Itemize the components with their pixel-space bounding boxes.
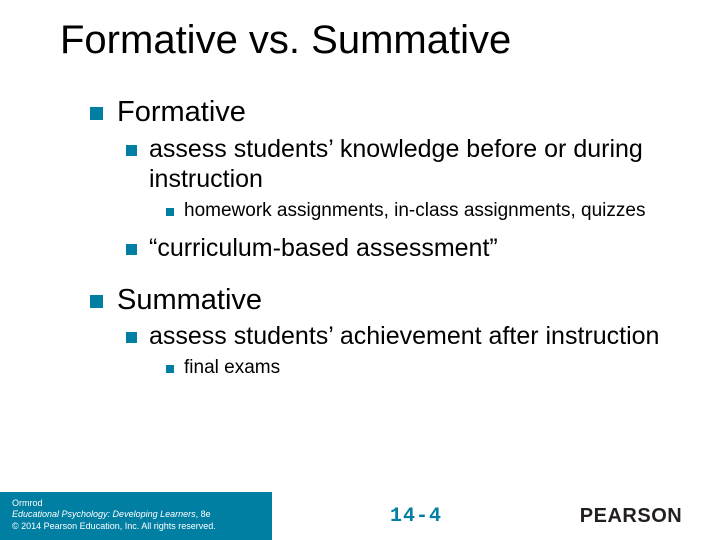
bullet-level2: “curriculum-based assessment”: [126, 233, 680, 263]
square-bullet-icon: [90, 107, 103, 120]
square-bullet-icon: [166, 365, 174, 373]
slide: Formative vs. Summative Formative assess…: [0, 0, 720, 540]
bullet-level2: assess students’ knowledge before or dur…: [126, 134, 680, 194]
bullet-level3: final exams: [166, 357, 680, 380]
bullet-level1: Formative: [90, 95, 680, 130]
slide-number: 14-4: [272, 505, 560, 528]
bullet-text: Summative: [117, 283, 262, 318]
bullet-text: assess students’ knowledge before or dur…: [149, 134, 680, 194]
footer-attribution: Ormrod Educational Psychology: Developin…: [0, 492, 272, 540]
footer-book: Educational Psychology: Developing Learn…: [12, 509, 196, 519]
square-bullet-icon: [90, 295, 103, 308]
bullet-level2: assess students’ achievement after instr…: [126, 321, 680, 351]
footer-edition: , 8e: [196, 509, 211, 519]
bullet-text: Formative: [117, 95, 246, 130]
bullet-text: “curriculum-based assessment”: [149, 233, 498, 263]
bullet-text: homework assignments, in-class assignmen…: [184, 200, 645, 223]
square-bullet-icon: [126, 145, 137, 156]
footer-author: Ormrod: [12, 498, 256, 509]
footer-book-line: Educational Psychology: Developing Learn…: [12, 509, 256, 520]
brand-logo: PEARSON: [560, 505, 720, 528]
bullet-text: final exams: [184, 357, 280, 380]
content-area: Formative assess students’ knowledge bef…: [90, 95, 680, 384]
bullet-text: assess students’ achievement after instr…: [149, 321, 659, 351]
square-bullet-icon: [166, 208, 174, 216]
footer: Ormrod Educational Psychology: Developin…: [0, 492, 720, 540]
footer-copyright: © 2014 Pearson Education, Inc. All right…: [12, 521, 256, 532]
square-bullet-icon: [126, 244, 137, 255]
square-bullet-icon: [126, 332, 137, 343]
bullet-level3: homework assignments, in-class assignmen…: [166, 200, 680, 223]
slide-title: Formative vs. Summative: [60, 18, 511, 63]
bullet-level1: Summative: [90, 283, 680, 318]
